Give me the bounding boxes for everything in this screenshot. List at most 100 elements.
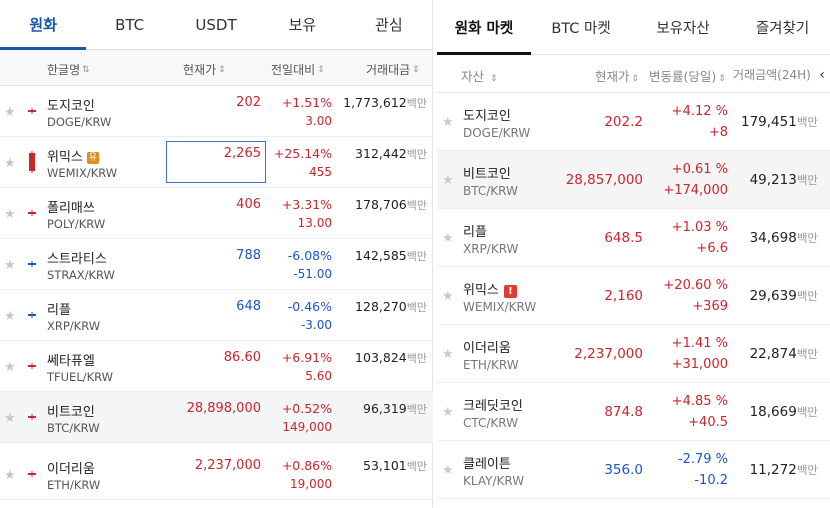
favorite-star-icon[interactable]: ★ [4,105,16,120]
asset-name: 도지코인 [463,105,511,124]
favorite-star-icon[interactable]: ★ [4,207,16,222]
asset-name-text: 클레이튼 [463,457,511,472]
favorite-star-icon[interactable]: ★ [4,156,16,171]
trade-amount-24h: 34,698백만 [750,230,818,246]
trade-amount-24h: 179,451백만 [741,114,818,130]
tab-krw[interactable]: 원화 [0,0,87,50]
current-price: 2,265 [223,146,261,161]
tab-my-assets[interactable]: 보유자산 [656,20,710,37]
coin-row[interactable]: ★ 스트라티스 STRAX/KRW 788 -6.08% -51.00 142,585백만 [0,239,433,290]
column-header-change[interactable]: 변동률(당일) ⇕ [649,69,726,84]
current-price: 406 [236,197,261,212]
collapse-panel-icon[interactable]: ‹ [819,67,825,83]
coin-name: 쎄타퓨엘 [47,350,95,369]
change-amount: 455 [309,165,332,179]
trade-amount-24h: 22,874백만 [750,346,818,362]
coin-row[interactable]: ★ 리플 XRP/KRW 648 -0.46% -3.00 128,270백만 [0,290,433,341]
change-amount: +369 [692,299,728,314]
trade-volume: 312,442백만 [355,146,427,162]
favorite-star-icon[interactable]: ★ [442,115,454,130]
coin-name: 비트코인 [47,401,95,420]
favorite-star-icon[interactable]: ★ [4,468,16,483]
volume-unit: 백만 [406,148,427,161]
current-price: 2,237,000 [574,346,643,362]
tab-usdt[interactable]: USDT [195,15,237,34]
coin-row[interactable]: ★ 폴리매쓰 POLY/KRW 406 +3.31% 13.00 178,706백만 [0,188,433,239]
trade-volume-value: 103,824 [355,350,407,365]
tab-favorites[interactable]: 관심 [375,16,403,34]
current-price: 202.2 [604,114,643,130]
coin-row[interactable]: ★ 위믹스 유 WEMIX/KRW 2,265 +25.14% 455 312,442백만 [0,137,433,188]
coin-name: 이더리움 [47,458,95,477]
column-header-asset[interactable]: 자산 ⇕ [461,69,498,84]
tab-btc[interactable]: BTC [115,15,145,34]
favorite-star-icon[interactable]: ★ [4,309,16,324]
column-header-price[interactable]: 현재가 ⇕ [183,63,226,77]
favorite-star-icon[interactable]: ★ [442,405,454,420]
mini-candle-icon [28,471,36,477]
tab-holdings[interactable]: 보유 [288,16,317,34]
market-tabs: 원화 BTC USDT 보유 관심 [0,0,432,50]
current-price: 2,237,000 [194,458,261,473]
coin-row[interactable]: ★ 비트코인 BTC/KRW 28,898,000 +0.52% 149,000 96,31… [0,392,433,443]
coin-name-text: 도지코인 [47,99,95,114]
change-amount: +8 [708,125,728,140]
column-header-price[interactable]: 현재가 ⇕ [595,69,640,84]
sort-icon: ⇕ [218,64,226,75]
coin-symbol: STRAX/KRW [47,268,115,282]
change-amount: 19,000 [290,477,332,491]
change-amount: 149,000 [282,420,332,434]
trade-amount-24h: 18,669백만 [750,404,818,420]
tab-bookmarks[interactable]: 즐겨찾기 [755,20,810,37]
favorite-star-icon[interactable]: ★ [4,360,16,375]
change-amount: 5.60 [305,369,332,383]
favorite-star-icon[interactable]: ★ [4,258,16,273]
asset-row[interactable]: ★ 클레이튼 KLAY/KRW 356.0 -2.79 % -10.2 11,272백만 [437,441,830,499]
asset-row[interactable]: ★ 도지코인 DOGE/KRW 202.2 +4.12 % +8 179,451백만 [437,93,830,151]
coin-name: 도지코인 [47,95,95,114]
current-price: 28,857,000 [565,172,643,188]
favorite-star-icon[interactable]: ★ [442,231,454,246]
volume-unit: 백만 [796,463,818,477]
coin-symbol: DOGE/KRW [47,115,112,129]
column-header-volume[interactable]: 거래대금 ⇕ [366,63,420,77]
tab-btc-market[interactable]: BTC 마켓 [551,20,611,37]
trade-amount-24h: 49,213백만 [750,172,818,188]
column-header-row: 한글명 ⇅ 현재가 ⇕ 전일대비 ⇕ 거래대금 ⇕ [0,50,432,86]
trade-volume-value: 128,270 [355,299,407,314]
asset-name-text: 도지코인 [463,109,511,124]
coin-row[interactable]: ★ 쎄타퓨엘 TFUEL/KRW 86.60 +6.91% 5.60 103,824백만 [0,341,433,392]
sort-icon: ⇕ [490,74,498,84]
column-header-name[interactable]: 한글명 ⇅ [47,63,90,77]
favorite-star-icon[interactable]: ★ [442,173,454,188]
coin-symbol: WEMIX/KRW [47,166,118,180]
favorite-star-icon[interactable]: ★ [442,289,454,304]
coin-name-text: 스트라티스 [47,252,107,267]
alert-badge-icon: ! [503,285,517,298]
coin-symbol: BTC/KRW [47,421,100,435]
favorite-star-icon[interactable]: ★ [442,463,454,478]
column-header-volume[interactable]: 거래금액(24H) [733,68,811,82]
volume-unit: 백만 [796,231,818,245]
trade-amount-value: 34,698 [749,230,797,246]
change-percent: +4.85 % [671,394,728,409]
asset-row[interactable]: ★ 리플 XRP/KRW 648.5 +1.03 % +6.6 34,698백만 [437,209,830,267]
coin-row[interactable]: ★ 이더리움 ETH/KRW 2,237,000 +0.86% 19,000 53,101백… [0,449,433,500]
favorite-star-icon[interactable]: ★ [442,347,454,362]
coin-row[interactable]: ★ 도지코인 DOGE/KRW 202 +1.51% 3.00 1,773,612백만 [0,86,433,137]
asset-row[interactable]: ★ 위믹스! WEMIX/KRW 2,160 +20.60 % +369 29,639백만 [437,267,830,325]
trade-amount-value: 22,874 [749,346,797,362]
asset-name: 리플 [463,221,487,240]
volume-unit: 백만 [406,352,427,365]
favorite-star-icon[interactable]: ★ [4,411,16,426]
sort-icon: ⇕ [317,64,325,75]
tab-krw-market[interactable]: 원화 마켓 [437,0,531,55]
asset-row[interactable]: ★ 이더리움 ETH/KRW 2,237,000 +1.41 % +31,000 22,87… [437,325,830,383]
volume-unit: 백만 [406,199,427,212]
asset-row[interactable]: ★ 비트코인 BTC/KRW 28,857,000 +0.61 % +174,000 49,… [437,151,830,209]
asset-name-text: 비트코인 [463,167,511,182]
coin-name: 폴리매쓰 [47,197,95,216]
column-header-change[interactable]: 전일대비 ⇕ [271,63,325,77]
asset-row[interactable]: ★ 크레딧코인 CTC/KRW 874.8 +4.85 % +40.5 18,669백만 [437,383,830,441]
change-amount: +31,000 [671,357,728,372]
